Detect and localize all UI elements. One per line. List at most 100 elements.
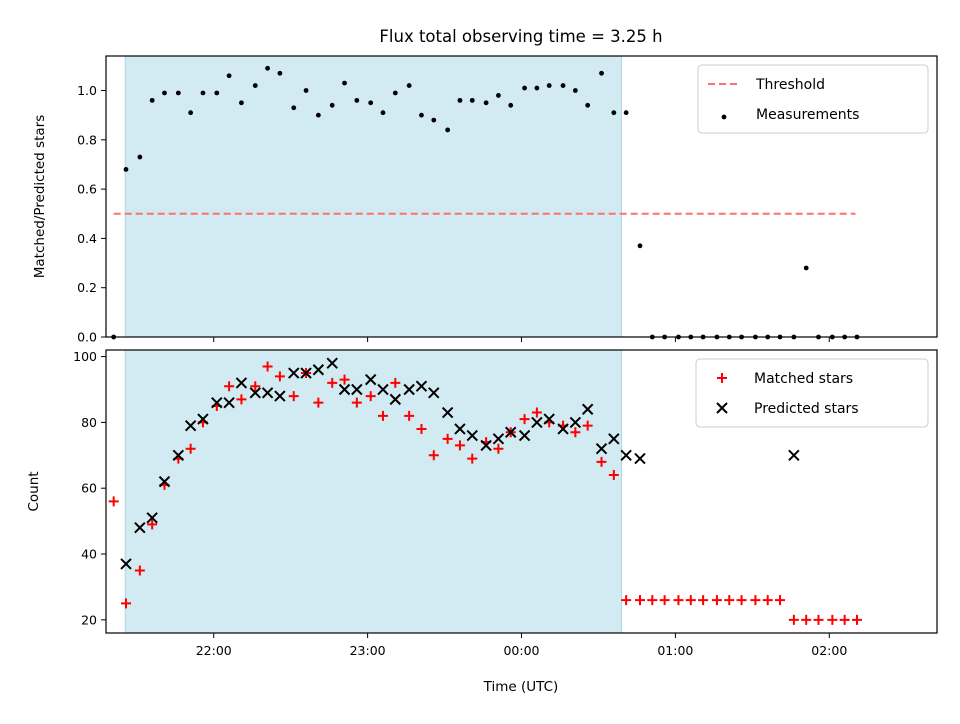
matched-star-point bbox=[467, 453, 478, 464]
measurement-point bbox=[508, 102, 514, 108]
predicted-star-point bbox=[492, 433, 505, 445]
legend-label: Matched stars bbox=[754, 371, 853, 387]
measurement-point bbox=[803, 265, 809, 271]
predicted-star-point bbox=[326, 357, 338, 369]
predicted-star-point bbox=[531, 416, 543, 429]
matched-star-point bbox=[570, 427, 581, 438]
predicted-star-point bbox=[300, 367, 312, 379]
measurement-point bbox=[175, 90, 181, 96]
predicted-star-point bbox=[505, 426, 517, 438]
predicted-star-point bbox=[312, 364, 325, 376]
measurement-point bbox=[354, 97, 360, 103]
measurement-point bbox=[149, 97, 155, 103]
predicted-star-point bbox=[172, 449, 185, 462]
predicted-star-point bbox=[788, 449, 800, 462]
measurement-point bbox=[623, 110, 629, 116]
measurement-point bbox=[226, 73, 232, 79]
matched-star-point bbox=[673, 595, 684, 606]
measurement-point bbox=[214, 90, 220, 96]
predicted-star-point bbox=[158, 475, 171, 488]
matched-star-point bbox=[442, 433, 453, 444]
legend-predicted-swatch bbox=[716, 402, 728, 414]
measurement-point bbox=[277, 70, 283, 76]
matched-star-point bbox=[519, 414, 530, 425]
measurement-point bbox=[315, 112, 321, 118]
measurement-point bbox=[252, 83, 258, 88]
measurement-point bbox=[572, 88, 578, 93]
matched-star-point bbox=[698, 595, 709, 606]
matched-star-point bbox=[134, 565, 145, 576]
observing-window-shade bbox=[124, 55, 623, 338]
predicted-star-point bbox=[235, 377, 248, 389]
predicted-star-point bbox=[608, 433, 620, 445]
y-tick-label: 40 bbox=[81, 547, 97, 562]
top-panel: 0.0 0.2 0.4 0.6 0.8 1.0 Matched/Predicted star… bbox=[32, 55, 938, 345]
measurement-point bbox=[406, 83, 412, 88]
legend-label: Threshold bbox=[755, 77, 825, 93]
matched-star-point bbox=[404, 410, 415, 421]
matched-star-point bbox=[621, 595, 632, 606]
matched-star-point bbox=[608, 470, 619, 481]
predicted-star-point bbox=[351, 383, 363, 396]
matched-star-point bbox=[493, 443, 504, 454]
y-tick-label: 80 bbox=[81, 415, 97, 430]
measurement-point bbox=[380, 110, 386, 116]
predicted-star-point bbox=[569, 416, 582, 429]
y-tick-label: 1.0 bbox=[77, 83, 97, 98]
measurement-point bbox=[265, 65, 270, 71]
matched-star-point bbox=[313, 397, 324, 408]
matched-star-point bbox=[851, 614, 862, 625]
matched-star-point bbox=[813, 614, 824, 625]
predicted-star-point bbox=[146, 512, 158, 524]
measurement-point bbox=[342, 80, 347, 86]
measurement-point bbox=[469, 97, 475, 103]
measurement-point bbox=[599, 70, 604, 76]
predicted-star-point bbox=[120, 558, 132, 570]
matched-star-point bbox=[582, 420, 593, 431]
predicted-star-point bbox=[223, 396, 235, 409]
matched-star-point bbox=[531, 407, 542, 418]
matched-star-point bbox=[262, 361, 273, 372]
matched-star-point bbox=[711, 595, 722, 606]
predicted-star-point bbox=[480, 439, 492, 452]
y-tick-label: 0.4 bbox=[77, 231, 97, 246]
x-tick-label: 01:00 bbox=[657, 643, 693, 658]
predicted-star-point bbox=[634, 452, 646, 465]
predicted-star-point bbox=[518, 429, 531, 442]
predicted-star-point bbox=[441, 406, 454, 419]
legend-measurement-swatch bbox=[721, 114, 727, 120]
x-tick-label: 00:00 bbox=[503, 643, 539, 658]
measurement-point bbox=[368, 100, 374, 106]
measurement-point bbox=[496, 93, 501, 98]
matched-star-point bbox=[327, 377, 338, 388]
predicted-star-point bbox=[134, 521, 146, 534]
measurement-point bbox=[431, 117, 437, 123]
chart-title: Flux total observing time = 3.25 h bbox=[379, 27, 662, 46]
measurement-point bbox=[188, 110, 194, 116]
predicted-star-point bbox=[595, 443, 608, 455]
measurement-point bbox=[637, 243, 643, 249]
measurement-point bbox=[483, 100, 489, 106]
y-tick-label: 0.0 bbox=[77, 330, 97, 345]
matched-star-point bbox=[762, 595, 773, 606]
predicted-star-point bbox=[543, 413, 555, 425]
measurement-point bbox=[560, 83, 566, 88]
matched-star-point bbox=[390, 377, 401, 388]
matched-star-point bbox=[634, 595, 645, 606]
matched-star-point bbox=[775, 595, 786, 606]
matched-star-point bbox=[250, 381, 261, 392]
measurement-point bbox=[200, 90, 206, 96]
predicted-star-point bbox=[581, 403, 594, 415]
predicted-star-point bbox=[377, 383, 389, 396]
measurement-point bbox=[303, 88, 309, 93]
bottom-panel: 20 40 60 80 100 22:00 23:00 00:00 01:00 02:00 Coun… bbox=[26, 349, 938, 658]
measurement-point bbox=[162, 90, 167, 96]
y-tick-label: 0.6 bbox=[77, 182, 97, 197]
measurement-point bbox=[392, 90, 398, 96]
predicted-star-point bbox=[428, 387, 440, 399]
predicted-star-point bbox=[261, 387, 274, 399]
measurement-point bbox=[329, 102, 335, 108]
matched-star-point bbox=[351, 397, 362, 408]
measurement-point bbox=[445, 127, 451, 133]
